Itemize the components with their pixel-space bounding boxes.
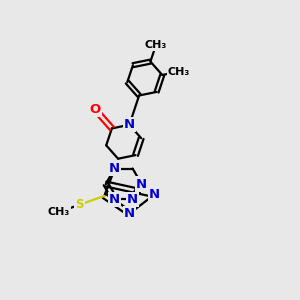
Text: CH₃: CH₃ [168,67,190,76]
Text: N: N [109,193,120,206]
Text: N: N [136,178,147,190]
Text: CH₃: CH₃ [145,40,167,50]
Text: N: N [149,188,160,201]
Text: S: S [75,198,84,211]
Text: CH₃: CH₃ [48,207,70,217]
Text: N: N [124,207,135,220]
Text: O: O [90,103,101,116]
Text: N: N [124,118,135,131]
Text: N: N [127,193,138,206]
Text: N: N [109,162,120,175]
